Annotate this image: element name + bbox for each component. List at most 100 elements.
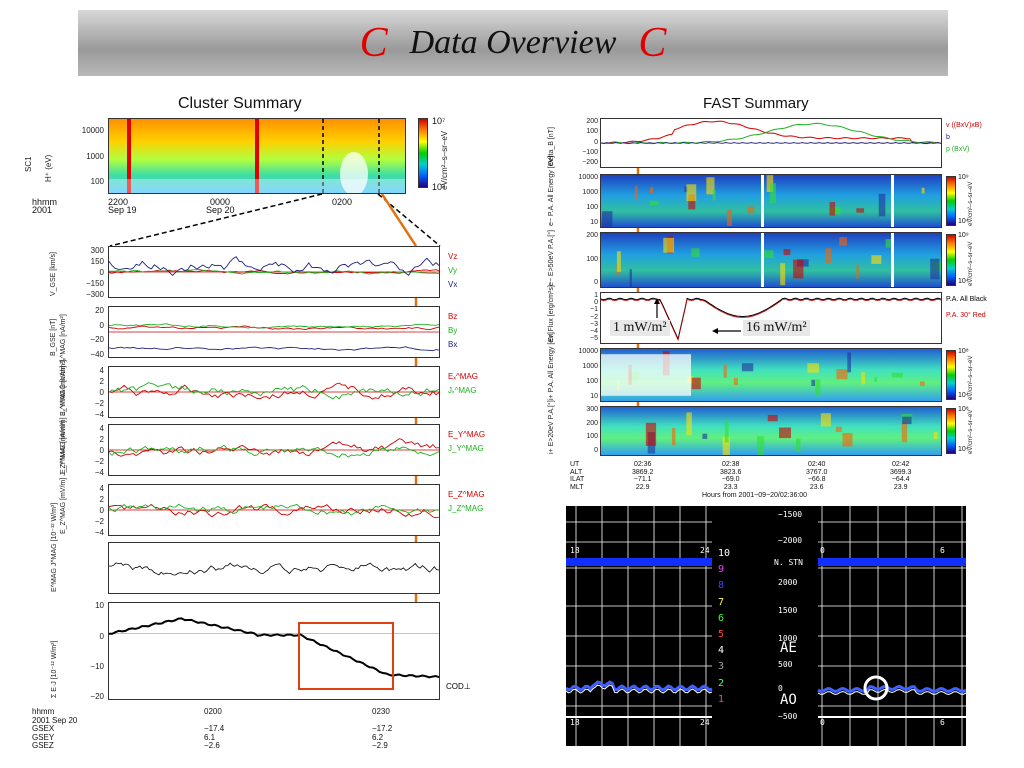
- ae-station-number: 9: [718, 564, 725, 576]
- spec-ytick: 10000: [81, 126, 104, 135]
- fast-cb-top: 10⁹: [958, 232, 969, 239]
- fast-ytick: 10000: [578, 174, 598, 181]
- fast-ytick: −4: [590, 327, 598, 335]
- fast-cb-top: 10⁸: [958, 406, 969, 413]
- fast-colorbar: [946, 234, 956, 286]
- fast-table-col: 02:42 3699.3 −64.4 23.9: [890, 461, 912, 491]
- ae-scale-label: −1500: [778, 510, 803, 519]
- cluster-ytick: 0: [99, 506, 104, 515]
- cluster-legend: E_Y^MAG: [448, 430, 486, 439]
- bottom-col2: 0230 −17.2 6.2 −2.9: [372, 707, 393, 750]
- cluster-panel-3: [108, 366, 440, 418]
- date-tick: Sep 19: [108, 205, 137, 215]
- ae-scale-label: 2000: [778, 578, 798, 587]
- fast-ytick: 10: [590, 393, 598, 400]
- ae-left-tick: 18: [570, 546, 580, 555]
- ae-scale-label: 1500: [778, 606, 798, 615]
- fast-cb-bottom: 10⁴: [958, 392, 969, 399]
- fast-ytick: 0: [594, 279, 598, 286]
- fast-cb-bottom: 10⁴: [958, 218, 969, 225]
- cluster-ytick: −300: [85, 290, 104, 299]
- time-tick: 0000: [210, 197, 231, 207]
- cluster-legend: Bx: [448, 340, 458, 349]
- fast-title: FAST Summary: [703, 95, 809, 112]
- fast-ytick: 200: [586, 232, 598, 239]
- fast-legend: P.A. 30° Red: [946, 312, 986, 319]
- cluster-ytick: −20: [90, 692, 104, 701]
- cluster-ytick: −2: [94, 517, 104, 526]
- cluster-legend: Eₓ^MAG: [448, 372, 478, 381]
- title-banner: C Data Overview C: [78, 10, 948, 76]
- fast-colorbar: [946, 350, 956, 400]
- bottom-col1: 0200 −17.4 6.1 −2.6: [204, 707, 225, 750]
- fast-ytick: −1: [590, 306, 598, 314]
- fast-ytick: −100: [582, 148, 598, 156]
- ae-station-number: 4: [718, 645, 725, 657]
- fast-ytick: 10000: [578, 348, 598, 355]
- fast-legend: v ((BxV)xB): [946, 122, 982, 129]
- fast-legend: p (BxV): [946, 146, 970, 153]
- fast-panel-3: [600, 232, 943, 295]
- ae-left-tick: 18: [570, 718, 580, 727]
- cluster-legend: E_Z^MAG: [448, 490, 485, 499]
- cluster-legend: Vx: [448, 280, 458, 289]
- fast-ytick: 200: [586, 419, 598, 427]
- time-tick: 0200: [332, 197, 353, 207]
- fast-ytick: −5: [590, 335, 598, 342]
- fast-ytick: −2: [590, 313, 598, 321]
- cluster-panel-6: [108, 542, 440, 594]
- fast-table-col: 02:40 3767.0 −66.8 23.6: [806, 461, 828, 491]
- fast-legend: P.A. All Black: [946, 296, 987, 303]
- ae-right-tick: 6: [940, 718, 945, 727]
- ae-scale-label: 1000: [778, 634, 798, 643]
- cluster-ytick: 4: [99, 366, 104, 375]
- cluster-panel-2: [108, 306, 440, 358]
- spec-ytick: 1000: [86, 152, 104, 161]
- fast-ytick: 10: [590, 219, 598, 226]
- ae-label: AE: [780, 640, 797, 656]
- cluster-ytick: −40: [90, 350, 104, 359]
- cluster-spectrogram: [108, 118, 406, 194]
- cluster-ytick: 0: [99, 632, 104, 641]
- fast-xlabel: Hours from 2001−09−20/02:36:00: [702, 492, 808, 499]
- fast-colorbar: [946, 408, 956, 454]
- fast-legend: b: [946, 134, 950, 141]
- cluster-ytick: 2: [99, 495, 104, 504]
- fast-colorbar: [946, 176, 956, 226]
- fast-ytick: 0: [594, 299, 598, 307]
- cluster-ytick: 0: [99, 388, 104, 397]
- fast-ytick: 100: [586, 433, 598, 441]
- cluster-ytick: 0: [99, 446, 104, 455]
- page-title: Data Overview: [409, 24, 617, 61]
- fast-ytick: 200: [586, 118, 598, 125]
- cluster-ytick: −4: [94, 528, 104, 537]
- cluster-title: Cluster Summary: [178, 95, 302, 112]
- callout-16mw: 16 mW/m²: [743, 320, 810, 336]
- time-head: hhmm: [32, 197, 58, 207]
- fast-panel-6: [600, 406, 942, 457]
- ae-left-tick: 24: [700, 718, 710, 727]
- fast-ytick: 1000: [582, 363, 598, 370]
- c-logo-left: C: [359, 20, 388, 66]
- ae-scale-label: −2000: [778, 536, 803, 545]
- cluster-panel-5: [108, 484, 440, 536]
- cluster-legend: COD⊥: [446, 682, 471, 691]
- cluster-ytick: 4: [99, 424, 104, 433]
- cluster-ytick: 0: [99, 268, 104, 277]
- cluster-ytick: 4: [99, 484, 104, 493]
- fast-ytick: 100: [586, 378, 598, 385]
- fast-ytick: 0: [594, 447, 598, 454]
- fast-panel-2: [600, 174, 942, 233]
- fast-table-head: UT ALT ILAT MLT: [570, 461, 585, 491]
- spec-ytick: 100: [90, 177, 104, 186]
- ae-station-number: 7: [718, 596, 725, 608]
- cluster-legend: By: [448, 326, 458, 335]
- cluster-ytick: −4: [94, 410, 104, 419]
- fast-ytick: 1000: [582, 189, 598, 196]
- cluster-legend: Vz: [448, 252, 458, 261]
- cluster-ytick: 2: [99, 435, 104, 444]
- cb-top: 10⁷: [432, 116, 446, 126]
- cluster-ytick: −2: [94, 457, 104, 466]
- c-logo-right: C: [638, 20, 667, 66]
